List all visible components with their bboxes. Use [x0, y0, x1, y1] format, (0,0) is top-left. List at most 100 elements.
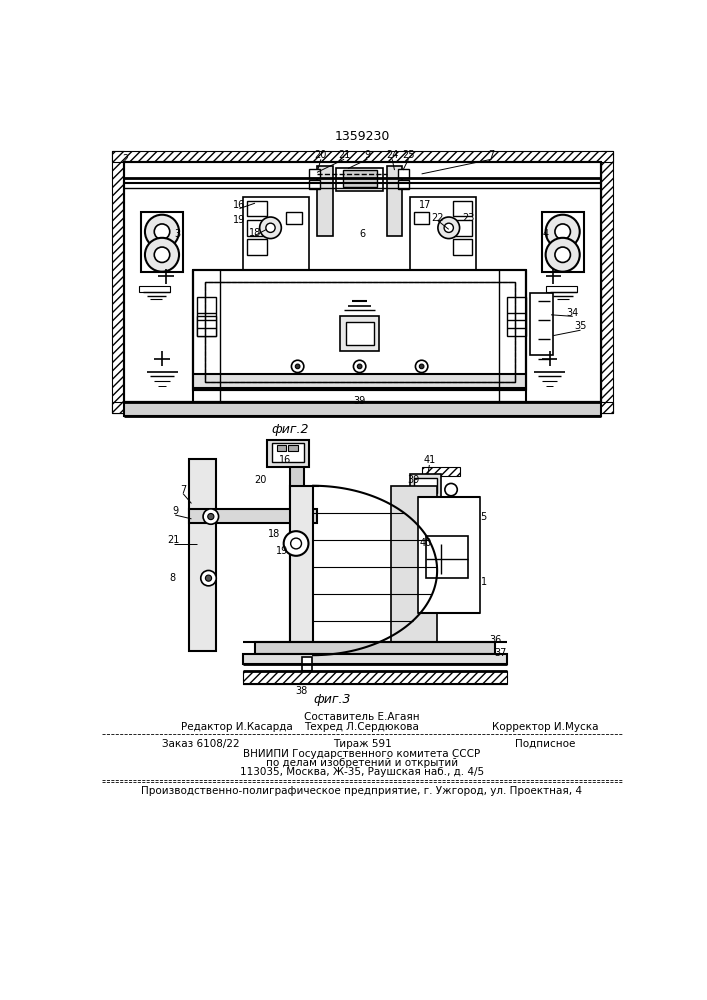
Bar	[391, 486, 437, 655]
Bar	[290, 486, 313, 655]
Text: 21: 21	[338, 150, 350, 160]
Bar	[410, 197, 476, 274]
Circle shape	[284, 531, 308, 556]
Bar	[290, 455, 304, 663]
Text: 16: 16	[233, 200, 245, 210]
Bar	[267, 440, 309, 466]
Bar	[112, 151, 124, 413]
Text: 8: 8	[169, 573, 175, 583]
Bar	[204, 282, 515, 382]
Bar	[507, 297, 526, 336]
Circle shape	[145, 215, 179, 249]
Bar	[426, 536, 468, 578]
Text: 34: 34	[566, 308, 579, 318]
Text: фиг.3: фиг.3	[314, 693, 351, 706]
Text: 25: 25	[402, 150, 415, 160]
Bar	[255, 642, 495, 654]
Text: Составитель Е.Агаян: Составитель Е.Агаян	[304, 712, 420, 722]
Bar	[414, 212, 429, 224]
Bar	[243, 654, 507, 664]
Text: 22: 22	[431, 213, 443, 223]
Bar	[387, 166, 402, 235]
Bar	[317, 166, 332, 235]
Circle shape	[546, 215, 580, 249]
Circle shape	[555, 224, 571, 239]
Circle shape	[208, 513, 214, 520]
Bar	[530, 293, 554, 355]
Circle shape	[206, 575, 211, 581]
Text: 7: 7	[489, 150, 494, 160]
Text: 39: 39	[354, 396, 366, 406]
Text: 20: 20	[255, 475, 267, 485]
Circle shape	[419, 364, 424, 369]
Text: 40: 40	[419, 538, 432, 548]
Text: 36: 36	[489, 635, 501, 645]
Text: 20: 20	[315, 150, 327, 160]
Text: Производственно-полиграфическое предприятие, г. Ужгород, ул. Проектная, 4: Производственно-полиграфическое предприя…	[141, 786, 583, 796]
Text: 19: 19	[233, 215, 245, 225]
Circle shape	[546, 238, 580, 272]
Bar	[452, 239, 472, 255]
Bar	[337, 168, 383, 191]
Bar	[193, 374, 526, 388]
Text: ВНИИПИ Государственного комитета СССР: ВНИИПИ Государственного комитета СССР	[243, 749, 481, 759]
Text: 4: 4	[542, 229, 549, 239]
Text: 17: 17	[419, 200, 432, 210]
Bar	[309, 180, 320, 189]
Text: 18: 18	[249, 228, 261, 238]
Bar	[197, 316, 216, 336]
Text: 24: 24	[386, 150, 398, 160]
Bar	[243, 197, 309, 274]
Text: 5: 5	[481, 512, 486, 522]
Text: 9: 9	[364, 150, 370, 160]
Text: 41: 41	[423, 455, 436, 465]
Text: 38: 38	[296, 686, 308, 696]
Bar	[309, 169, 320, 178]
Text: 7: 7	[180, 485, 186, 495]
Bar	[204, 282, 515, 382]
Bar	[124, 402, 601, 416]
Bar	[141, 212, 183, 272]
Bar	[276, 445, 286, 451]
Text: Тираж 591: Тираж 591	[332, 739, 392, 749]
Bar	[340, 316, 379, 351]
Text: 3: 3	[175, 229, 180, 239]
Bar	[112, 151, 613, 162]
Text: Техред Л.Сердюкова: Техред Л.Сердюкова	[305, 722, 419, 732]
Text: по делам изобретений и открытий: по делам изобретений и открытий	[266, 758, 458, 768]
Text: 18: 18	[268, 529, 281, 539]
Text: 19: 19	[276, 546, 288, 556]
Bar	[189, 459, 216, 651]
Text: Заказ 6108/22: Заказ 6108/22	[162, 739, 240, 749]
Bar	[542, 212, 583, 272]
Bar	[410, 474, 441, 497]
Text: 6: 6	[359, 229, 365, 239]
Bar	[452, 220, 472, 235]
Bar	[301, 657, 312, 671]
Bar	[398, 169, 409, 178]
Circle shape	[354, 360, 366, 373]
Text: 35: 35	[574, 321, 587, 331]
Bar	[346, 322, 373, 345]
Circle shape	[266, 223, 275, 232]
Bar	[247, 239, 267, 255]
Circle shape	[555, 247, 571, 262]
Bar	[414, 478, 437, 493]
Bar	[601, 151, 613, 413]
Bar	[247, 201, 267, 216]
Bar	[139, 286, 170, 292]
Bar	[189, 509, 317, 523]
Circle shape	[291, 360, 304, 373]
Bar	[418, 497, 480, 613]
Bar	[286, 212, 301, 224]
Bar	[124, 162, 601, 402]
Bar	[288, 445, 298, 451]
Bar	[343, 170, 377, 187]
Circle shape	[259, 217, 281, 239]
Text: 16: 16	[279, 455, 291, 465]
Bar	[197, 297, 216, 336]
Text: фиг.2: фиг.2	[271, 423, 309, 436]
Text: Подписное: Подписное	[515, 739, 575, 749]
Circle shape	[291, 538, 301, 549]
Circle shape	[416, 360, 428, 373]
